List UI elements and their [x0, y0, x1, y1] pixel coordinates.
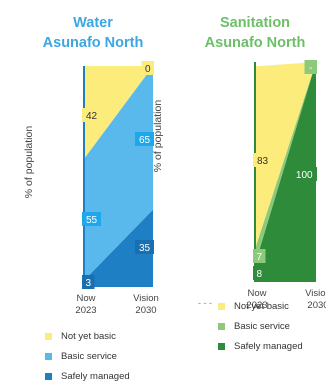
sanitation-x-tick-label-0-line1: Now: [247, 288, 266, 299]
sanitation-legend-item-not-yet-basic: Not yet basic: [218, 296, 303, 316]
water-legend-swatch-safely-managed: [45, 372, 52, 380]
sanitation-legend-label-not-yet-basic: Not yet basic: [234, 300, 289, 312]
sanitation-data-label-box-basic-service-0: [253, 249, 266, 263]
sanitation-data-label-safely-managed-0: 8: [256, 269, 262, 280]
sanitation-subtitle: Asunafo North: [204, 35, 306, 51]
sanitation-data-label-box-safely-managed-0: [253, 266, 266, 280]
water-legend-item-not-yet-basic: Not yet basic: [45, 326, 130, 346]
sanitation-data-label-box-safely-managed-1: [291, 167, 317, 181]
sanitation-legend: Not yet basic Basic service Safely manag…: [218, 296, 303, 356]
sanitation-data-label-not-yet-basic-0: 83: [257, 156, 269, 167]
water-legend-label-basic-service: Basic service: [61, 350, 117, 362]
water-title: Water: [73, 15, 113, 31]
sanitation-data-label-safely-managed-1: 100: [296, 170, 313, 181]
water-data-label-box-not-yet-basic-0: [82, 108, 101, 122]
water-x-tick-label-0-line2: 2023: [75, 305, 96, 316]
water-legend-item-basic-service: Basic service: [45, 346, 130, 366]
sanitation-title: Sanitation: [219, 15, 291, 31]
water-title-block: Water Asunafo North: [18, 13, 168, 53]
water-legend-swatch-basic-service: [45, 352, 52, 360]
sanitation-x-tick-label-0-line2: 2023: [246, 300, 267, 311]
sanitation-data-label-box-not-yet-basic-0: [253, 153, 272, 167]
sanitation-title-block: Sanitation Asunafo North: [180, 13, 326, 53]
water-data-label-box-not-yet-basic-1: [141, 61, 154, 75]
water-area-basic-service: [84, 66, 153, 281]
water-area-safely-managed: [84, 209, 153, 287]
water-data-label-basic-service-0: 55: [86, 215, 98, 226]
sanitation-legend-label-basic-service: Basic service: [234, 320, 290, 332]
sanitation-legend-label-safely-managed: Safely managed: [234, 340, 303, 352]
water-legend-label-not-yet-basic: Not yet basic: [61, 330, 116, 342]
water-data-label-box-safely-managed-0: [82, 275, 95, 289]
sanitation-data-label-basic-service-0: 7: [256, 252, 262, 263]
water-subtitle: Asunafo North: [42, 35, 144, 51]
sanitation-area-not-yet-basic: [255, 62, 316, 249]
water-legend-item-safely-managed: Safely managed: [45, 366, 130, 386]
water-data-label-safely-managed-1: 35: [139, 243, 151, 254]
sanitation-legend-swatch-basic-service: [218, 322, 225, 330]
sanitation-stray-mark: - - -: [198, 298, 212, 308]
water-legend-swatch-not-yet-basic: [45, 332, 52, 340]
water-legend: Not yet basic Basic service Safely manag…: [45, 326, 130, 386]
water-legend-label-safely-managed: Safely managed: [61, 370, 130, 382]
sanitation-area-basic-service: [255, 62, 316, 265]
water-data-label-box-basic-service-0: [82, 212, 101, 226]
sanitation-legend-item-safely-managed: Safely managed: [218, 336, 303, 356]
water-data-label-box-safely-managed-1: [135, 240, 154, 254]
water-data-label-not-yet-basic-0: 42: [86, 111, 98, 122]
sanitation-legend-swatch-not-yet-basic: [218, 302, 225, 310]
sanitation-area-safely-managed: [255, 62, 316, 282]
water-chart: Water Asunafo North % of population 42 0 5…: [0, 0, 160, 388]
sanitation-legend-item-basic-service: Basic service: [218, 316, 303, 336]
sanitation-x-tick-label-1-line1: Vision: [305, 288, 326, 299]
water-data-label-safely-managed-0: 3: [85, 278, 91, 289]
water-data-label-basic-service-1: 65: [139, 135, 151, 146]
sanitation-data-label-basic-service-1: -: [309, 63, 312, 74]
sanitation-chart: Sanitation Asunafo North % of population…: [152, 0, 326, 388]
sanitation-legend-swatch-safely-managed: [218, 342, 225, 350]
water-x-tick-label-1-line2: 2030: [135, 305, 156, 316]
water-data-label-not-yet-basic-1: 0: [145, 64, 151, 75]
water-data-label-box-basic-service-1: [135, 132, 154, 146]
water-area-not-yet-basic: [84, 66, 153, 159]
water-x-tick-label-0-line1: Now: [76, 293, 95, 304]
sanitation-data-label-box-basic-service-1: [304, 60, 317, 74]
sanitation-x-tick-label-1-line2: 2030: [307, 300, 326, 311]
water-x-tick-label-1-line1: Vision: [133, 293, 159, 304]
